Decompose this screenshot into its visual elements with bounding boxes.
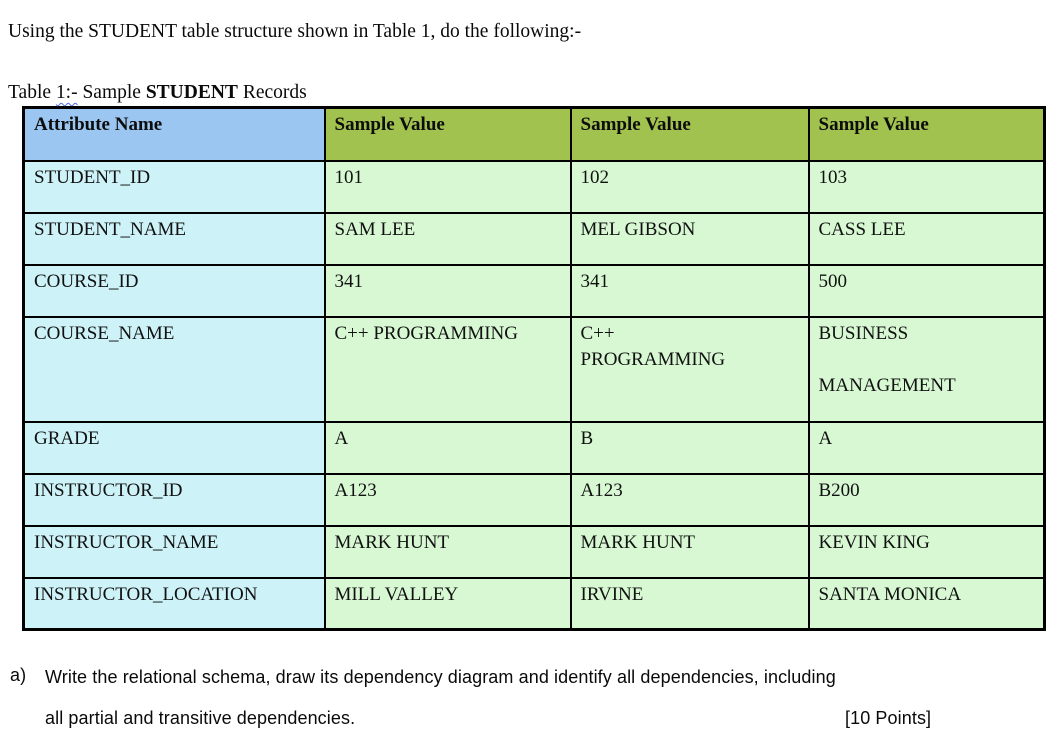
header-cell-attribute-name: Attribute Name (22, 106, 326, 162)
table-row: COURSE_NAME C++ PROGRAMMING C++ PROGRAMMING… (22, 315, 1046, 423)
header-cell-sample-value-2: Sample Value (569, 106, 810, 162)
value-cell: A123 (323, 472, 572, 527)
caption-bold-text: STUDENT (145, 82, 238, 103)
value-line: C++ PROGRAMMING (334, 322, 519, 344)
table-row: INSTRUCTOR_ID A123 A123 B200 (22, 472, 1046, 527)
value-cell: CASS LEE (807, 211, 1046, 266)
value-line: SANTA MONICA (818, 583, 962, 605)
table-header: Attribute Name Sample Value Sample Value… (22, 106, 1046, 162)
caption-spellchecked-text: 1:- (55, 82, 78, 103)
value-cell: A (323, 420, 572, 475)
question-a: a) Write the relational schema, draw its… (10, 665, 1062, 730)
question-label: a) (10, 665, 27, 685)
value-line: A123 (334, 479, 377, 501)
value-line: PROGRAMMING (580, 348, 726, 370)
value-cell: MARK HUNT (323, 524, 572, 579)
header-row: Attribute Name Sample Value Sample Value… (22, 106, 1046, 162)
value-cell: 341 (323, 263, 572, 318)
value-line: C++ (580, 322, 615, 344)
document-page: Using the STUDENT table structure shown … (8, 20, 1062, 730)
value-cell: B200 (807, 472, 1046, 527)
attribute-cell: INSTRUCTOR_ID (22, 472, 326, 527)
value-line: KEVIN KING (818, 531, 930, 553)
value-line: 102 (580, 166, 610, 188)
table-row: INSTRUCTOR_NAME MARK HUNT MARK HUNT KEVIN K… (22, 524, 1046, 579)
value-line: 101 (334, 166, 364, 188)
value-line: CASS LEE (818, 218, 906, 240)
table-row: INSTRUCTOR_LOCATION MILL VALLEY IRVINE SANT… (22, 576, 1046, 631)
points-label: [10 Points] (845, 708, 932, 728)
value-cell: SAM LEE (323, 211, 572, 266)
attribute-cell: INSTRUCTOR_NAME (22, 524, 326, 579)
table-row: GRADE A B A (22, 420, 1046, 475)
value-cell: C++ PROGRAMMING (569, 315, 810, 423)
value-line: MILL VALLEY (334, 583, 459, 605)
table-body: STUDENT_ID 101 102 103 STUDENT_NAME SAM LEE ME… (22, 159, 1046, 631)
value-cell: 101 (323, 159, 572, 214)
value-cell: BUSINESS MANAGEMENT (807, 315, 1046, 423)
header-cell-sample-value-3: Sample Value (807, 106, 1046, 162)
caption-text-middle: Sample (77, 82, 146, 103)
question-line-2-text: all partial and transitive dependencies. (45, 708, 356, 728)
value-cell: A (807, 420, 1046, 475)
value-line: MARK HUNT (334, 531, 450, 553)
attribute-cell: COURSE_ID (22, 263, 326, 318)
table-caption: Table 1:- Sample STUDENT Records (8, 81, 1062, 104)
value-line: B (580, 427, 594, 449)
student-records-table: Attribute Name Sample Value Sample Value… (22, 106, 1046, 631)
table-row: STUDENT_ID 101 102 103 (22, 159, 1046, 214)
value-line: 341 (334, 270, 364, 292)
attribute-cell: STUDENT_ID (22, 159, 326, 214)
attribute-cell: INSTRUCTOR_LOCATION (22, 576, 326, 631)
attribute-cell: STUDENT_NAME (22, 211, 326, 266)
value-cell: 341 (569, 263, 810, 318)
attribute-cell: COURSE_NAME (22, 315, 326, 423)
question-line-1: Write the relational schema, draw its de… (45, 667, 836, 687)
value-line: 341 (580, 270, 610, 292)
header-cell-sample-value-1: Sample Value (323, 106, 572, 162)
value-cell: B (569, 420, 810, 475)
value-cell: KEVIN KING (807, 524, 1046, 579)
intro-text: Using the STUDENT table structure shown … (8, 21, 582, 42)
value-line: 500 (818, 270, 848, 292)
value-line (819, 347, 1038, 373)
value-line: MANAGEMENT (818, 374, 956, 396)
value-line: A (334, 427, 349, 449)
value-cell: 102 (569, 159, 810, 214)
value-cell: A123 (569, 472, 810, 527)
value-cell: SANTA MONICA (807, 576, 1046, 631)
caption-text-start: Table (8, 82, 56, 103)
value-line: A (818, 427, 833, 449)
value-line: A123 (580, 479, 623, 501)
value-line: 103 (818, 166, 848, 188)
value-cell: C++ PROGRAMMING (323, 315, 572, 423)
value-cell: 500 (807, 263, 1046, 318)
caption-text-end: Records (237, 82, 307, 103)
value-line: B200 (818, 479, 860, 501)
value-cell: MILL VALLEY (323, 576, 572, 631)
value-line: MEL GIBSON (580, 218, 696, 240)
value-cell: MARK HUNT (569, 524, 810, 579)
value-line: BUSINESS (818, 322, 909, 344)
value-line: MARK HUNT (580, 531, 696, 553)
value-line: IRVINE (580, 583, 644, 605)
value-line: SAM LEE (334, 218, 416, 240)
table-row: STUDENT_NAME SAM LEE MEL GIBSON CASS LEE (22, 211, 1046, 266)
value-cell: 103 (807, 159, 1046, 214)
table-row: COURSE_ID 341 341 500 (22, 263, 1046, 318)
value-cell: MEL GIBSON (569, 211, 810, 266)
question-line-2: all partial and transitive dependencies.… (45, 706, 1062, 730)
attribute-cell: GRADE (22, 420, 326, 475)
value-cell: IRVINE (569, 576, 810, 631)
